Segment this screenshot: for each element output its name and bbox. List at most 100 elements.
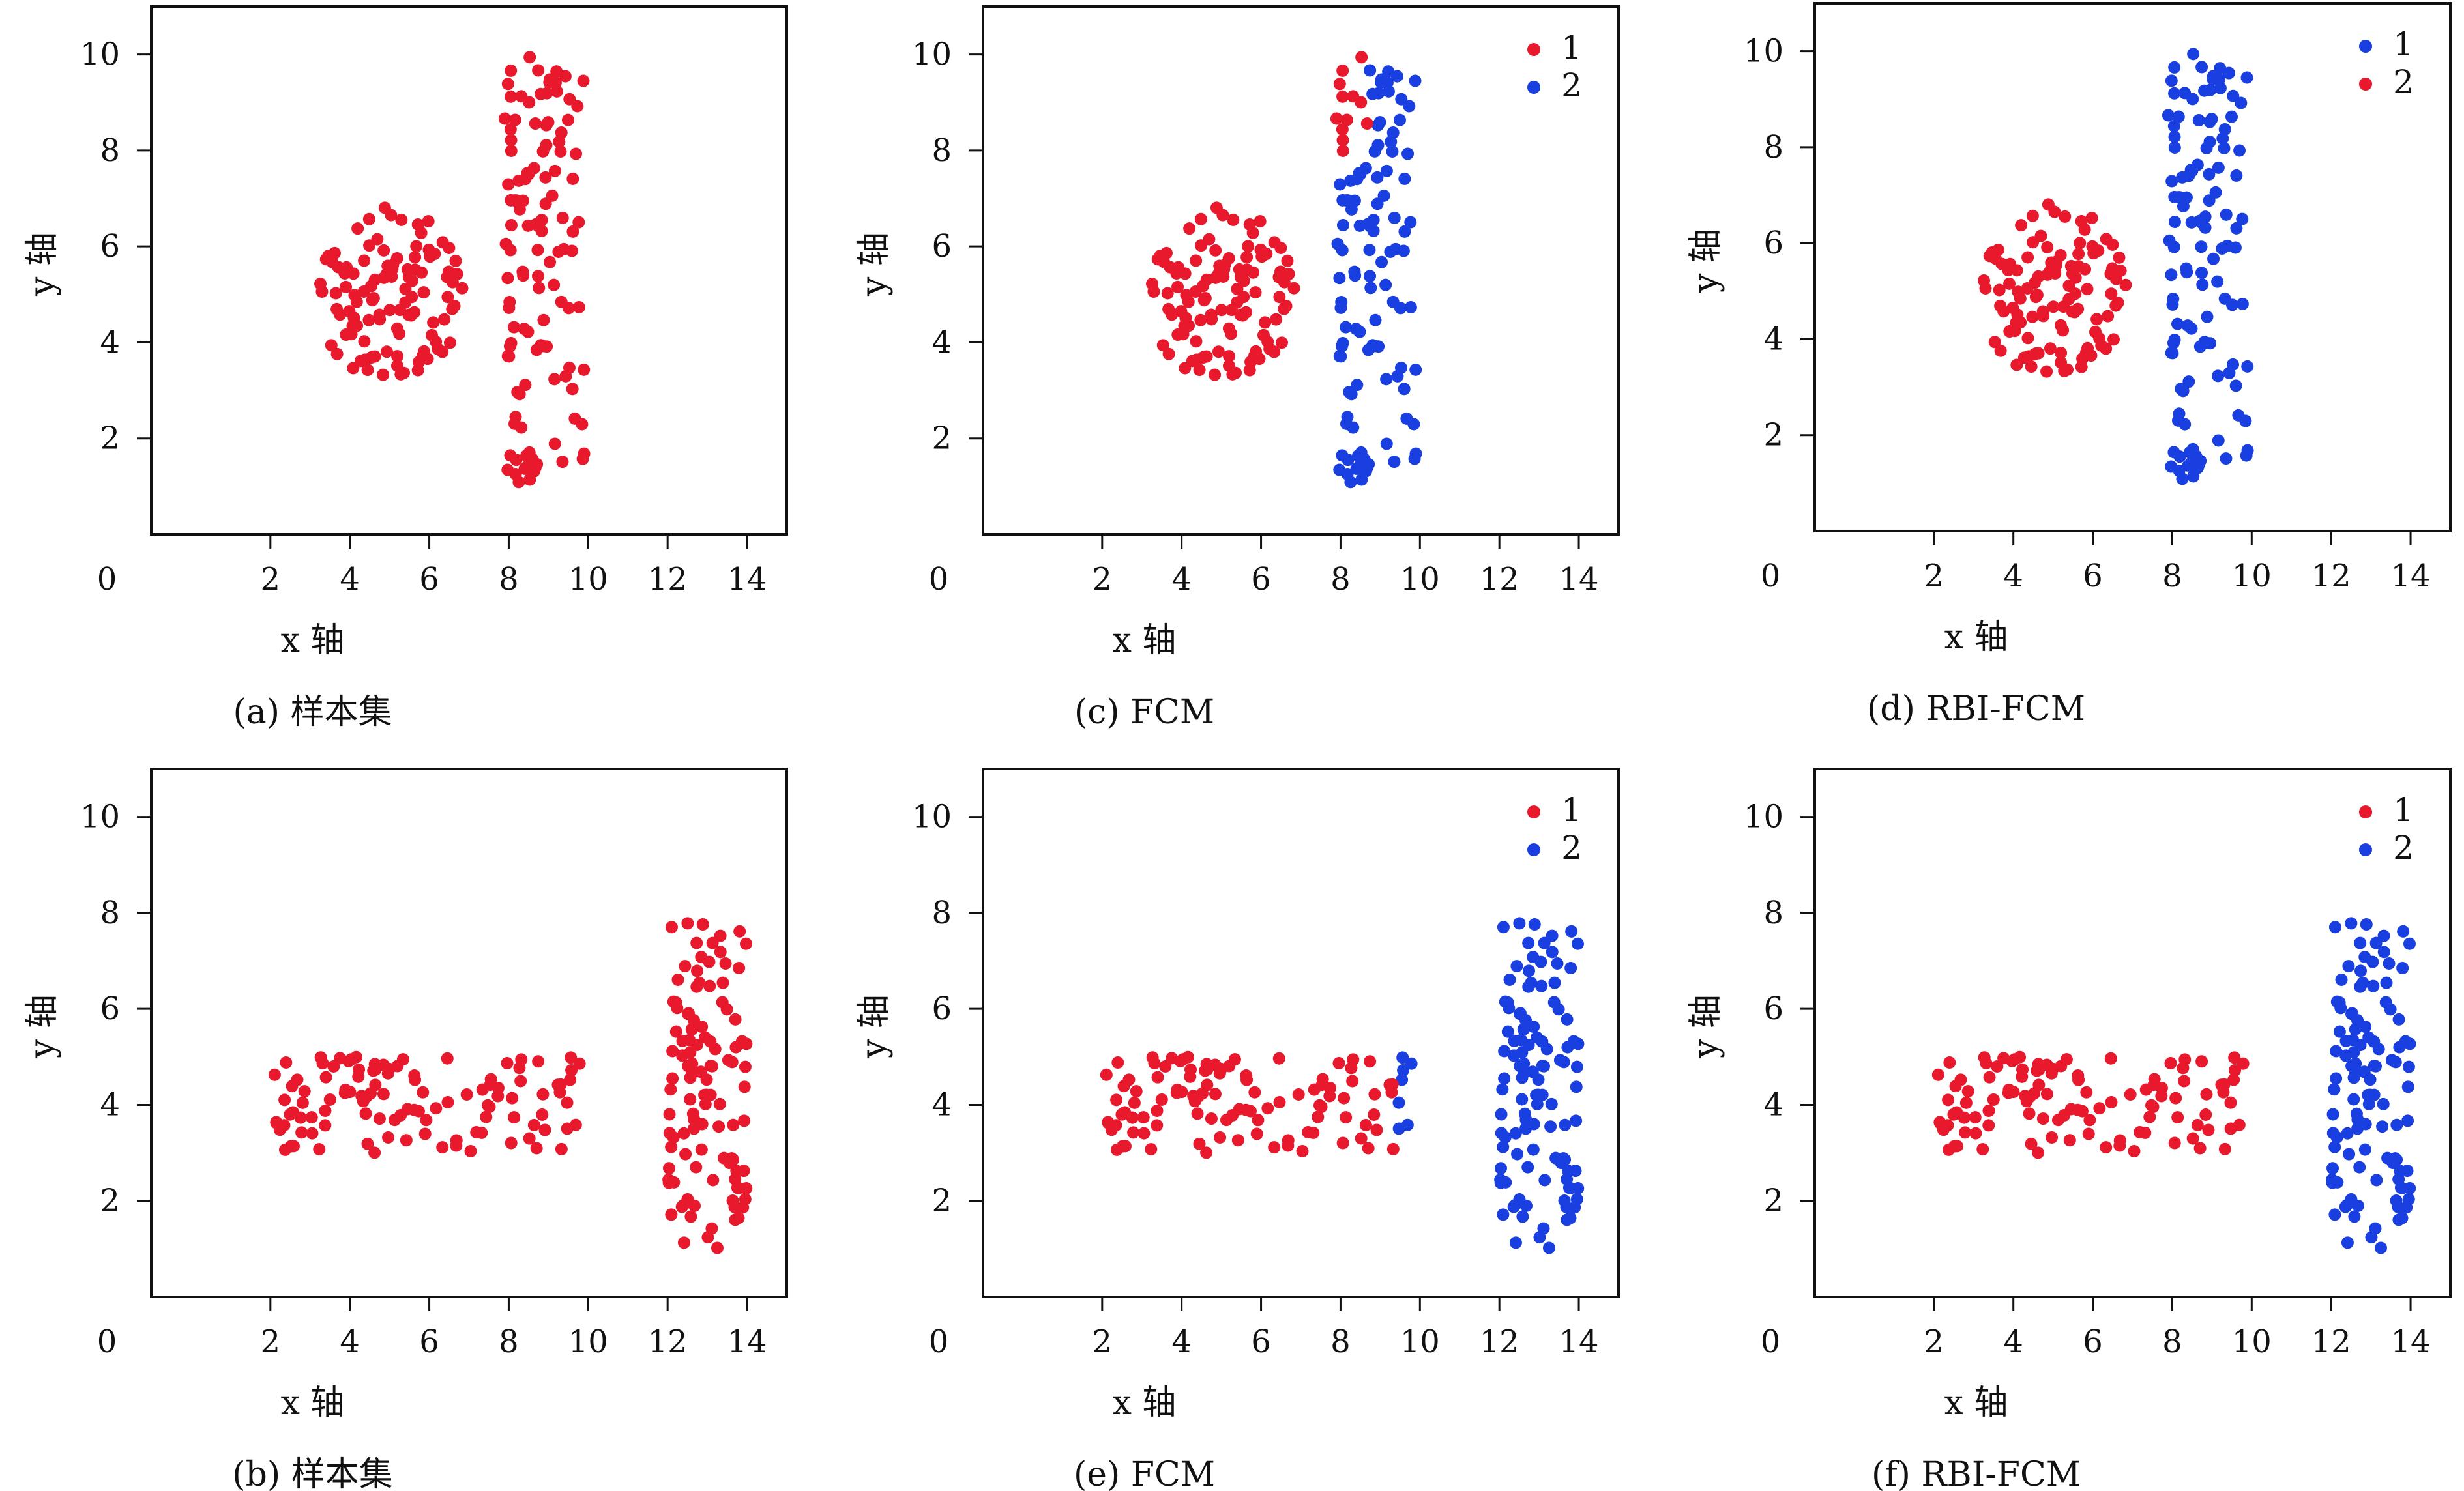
- data-point: [2168, 1136, 2181, 1150]
- data-point: [512, 476, 525, 489]
- data-point: [1390, 70, 1403, 83]
- data-point: [1511, 1148, 1524, 1161]
- data-point: [1250, 345, 1263, 358]
- data-point: [2227, 1073, 2240, 1086]
- data-point: [1333, 463, 1346, 476]
- data-point: [1308, 1083, 1321, 1096]
- data-point: [2377, 1097, 2390, 1110]
- data-point: [1544, 1120, 1557, 1133]
- y-tick-label: 8: [931, 895, 952, 931]
- data-point: [278, 1093, 291, 1107]
- data-point: [1336, 219, 1349, 232]
- data-point: [529, 117, 542, 130]
- data-point: [1533, 1231, 1546, 1244]
- data-point: [499, 237, 512, 250]
- data-point: [399, 282, 412, 295]
- y-tick-label: 2: [1763, 1183, 1783, 1219]
- data-point: [1340, 1111, 1353, 1124]
- data-point: [1368, 1108, 1381, 1122]
- data-point: [2184, 164, 2197, 177]
- data-point: [1334, 350, 1347, 363]
- data-point: [665, 921, 678, 934]
- data-point: [1223, 350, 1236, 363]
- data-point: [1515, 1034, 1528, 1047]
- data-point: [1394, 361, 1407, 374]
- data-point: [1335, 340, 1348, 353]
- data-point: [532, 64, 545, 77]
- data-point: [1162, 302, 1175, 315]
- data-point: [2230, 222, 2243, 235]
- data-point: [667, 995, 680, 1008]
- data-point: [2341, 1236, 2354, 1249]
- data-point: [2081, 283, 2094, 296]
- data-point: [1336, 1136, 1349, 1150]
- data-point: [1499, 1131, 1512, 1144]
- data-point: [1538, 1060, 1551, 1073]
- data-point: [1302, 1125, 1315, 1138]
- data-point: [2400, 1201, 2413, 1214]
- data-point: [361, 364, 374, 377]
- data-point: [450, 1134, 463, 1147]
- data-point: [2226, 298, 2239, 311]
- data-point: [666, 1072, 679, 1085]
- data-point: [305, 1111, 318, 1124]
- data-point: [1333, 272, 1346, 285]
- data-point: [538, 1123, 551, 1136]
- data-point: [2349, 1057, 2362, 1070]
- data-point: [1398, 383, 1411, 396]
- data-point: [446, 276, 459, 289]
- data-point: [505, 134, 518, 147]
- data-point: [523, 96, 536, 109]
- y-tick-label: 2: [931, 1183, 952, 1219]
- data-point: [1509, 1127, 1522, 1140]
- data-point: [1401, 147, 1415, 160]
- data-point: [1210, 201, 1223, 214]
- data-point: [1371, 119, 1385, 132]
- data-point: [677, 1127, 690, 1140]
- data-point: [530, 1142, 543, 1155]
- data-point: [2085, 212, 2098, 225]
- data-point: [1344, 476, 1357, 489]
- data-point: [2216, 132, 2229, 145]
- data-point: [2347, 1046, 2360, 1059]
- data-point: [548, 373, 561, 386]
- data-point: [719, 957, 732, 970]
- data-point: [1243, 218, 1256, 231]
- data-point: [707, 1174, 720, 1187]
- x-tick-label: 4: [340, 561, 360, 598]
- data-point: [395, 213, 408, 226]
- data-point: [1559, 1118, 1572, 1131]
- data-point: [1115, 1108, 1128, 1121]
- data-point: [1203, 233, 1216, 246]
- data-point: [2224, 1096, 2237, 1109]
- data-point: [1347, 421, 1360, 434]
- data-point: [366, 294, 379, 307]
- data-point: [443, 336, 456, 349]
- data-point: [410, 240, 423, 253]
- x-tick-label: 4: [340, 1324, 360, 1360]
- data-point: [2100, 233, 2113, 246]
- data-point: [568, 412, 581, 425]
- data-point: [570, 147, 583, 160]
- data-point: [1499, 995, 1512, 1008]
- data-point: [2196, 278, 2209, 291]
- data-point: [566, 172, 579, 185]
- data-point: [1178, 319, 1191, 332]
- data-point: [1197, 294, 1210, 307]
- data-point: [1346, 195, 1359, 208]
- data-point: [563, 302, 576, 315]
- x-tick-label: 12: [2311, 558, 2351, 594]
- x-tick-label: 10: [568, 561, 608, 598]
- data-point: [700, 1073, 713, 1086]
- data-point: [726, 1194, 739, 1208]
- data-point: [1398, 172, 1411, 185]
- x-tick-label: 6: [419, 561, 439, 598]
- y-tick-label: 4: [100, 1086, 120, 1123]
- data-point: [1388, 211, 1401, 224]
- data-point: [1359, 1118, 1372, 1131]
- data-point: [1516, 1210, 1529, 1223]
- data-point: [1519, 1122, 1533, 1135]
- data-point: [738, 1080, 751, 1093]
- data-point: [364, 280, 377, 293]
- x-tick-label: 14: [2391, 558, 2431, 594]
